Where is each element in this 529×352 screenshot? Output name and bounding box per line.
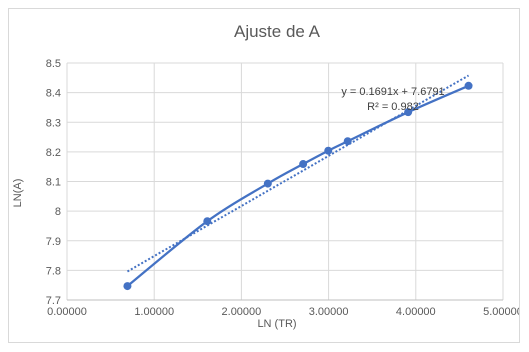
y-axis-title: LN(A) [12, 179, 24, 208]
y-tick-label: 7.8 [46, 265, 61, 277]
y-tick-label: 8.5 [46, 58, 61, 70]
y-tick-label: 7.7 [46, 295, 61, 307]
data-point [203, 217, 212, 226]
x-tick-label: 1.00000 [134, 306, 174, 318]
series-layer [123, 81, 473, 291]
data-point [343, 137, 352, 146]
trendline-r-squared: R² = 0.982 [367, 101, 419, 113]
y-tick-label: 8.1 [46, 177, 61, 189]
data-point [263, 179, 272, 188]
series-line [126, 84, 470, 287]
data-point [324, 146, 333, 155]
y-tick-label: 8.3 [46, 117, 61, 129]
data-point [123, 282, 132, 291]
x-tick-label: 4.00000 [396, 306, 436, 318]
data-point [299, 160, 308, 169]
x-tick-label: 5.00000 [483, 306, 519, 318]
labels-layer: 0.00000 1.00000 2.00000 3.00000 4.00000 5.000… [46, 58, 519, 318]
y-tick-label: 8 [55, 206, 61, 218]
y-tick-label: 8.2 [46, 147, 61, 159]
x-tick-label: 2.00000 [222, 306, 262, 318]
trendline-equation: y = 0.1691x + 7.6791 [341, 86, 444, 98]
chart-title: Ajuste de A [234, 22, 321, 41]
chart-frame: 0.00000 1.00000 2.00000 3.00000 4.00000 5.000… [8, 8, 520, 343]
data-point [404, 108, 413, 117]
y-tick-label: 8.4 [46, 88, 61, 100]
x-axis-title: LN (TR) [257, 318, 296, 330]
data-point [464, 81, 473, 90]
y-tick-label: 7.9 [46, 236, 61, 248]
gridlines [66, 62, 504, 301]
chart-svg: 0.00000 1.00000 2.00000 3.00000 4.00000 5.000… [12, 22, 519, 330]
x-tick-label: 0.00000 [47, 306, 87, 318]
x-tick-label: 3.00000 [309, 306, 349, 318]
